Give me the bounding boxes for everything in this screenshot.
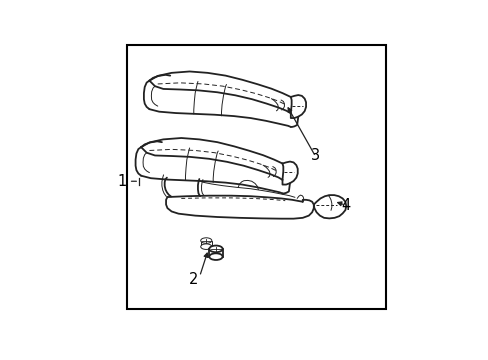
Bar [209,249,222,257]
Text: 3: 3 [310,148,320,163]
Text: 4: 4 [341,198,350,213]
Ellipse shape [209,246,222,252]
Bar [200,240,211,247]
Ellipse shape [200,244,211,249]
Ellipse shape [200,238,211,243]
Ellipse shape [209,253,222,260]
Text: 2: 2 [189,272,198,287]
Text: 1: 1 [118,174,127,189]
